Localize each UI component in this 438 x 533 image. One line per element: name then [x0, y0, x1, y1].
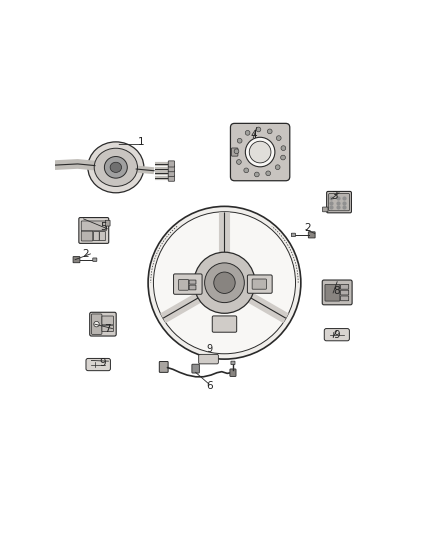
- FancyBboxPatch shape: [81, 231, 93, 241]
- Text: 2: 2: [82, 249, 88, 259]
- FancyBboxPatch shape: [325, 285, 340, 301]
- FancyBboxPatch shape: [322, 207, 328, 212]
- FancyBboxPatch shape: [230, 369, 236, 376]
- FancyBboxPatch shape: [322, 280, 352, 305]
- Circle shape: [267, 129, 272, 134]
- FancyBboxPatch shape: [341, 290, 349, 295]
- FancyBboxPatch shape: [168, 175, 175, 181]
- Circle shape: [249, 141, 271, 163]
- FancyBboxPatch shape: [328, 193, 350, 211]
- FancyBboxPatch shape: [168, 161, 175, 167]
- Circle shape: [194, 252, 255, 313]
- FancyBboxPatch shape: [73, 256, 80, 263]
- Text: 6: 6: [206, 381, 212, 391]
- Text: 7: 7: [104, 324, 111, 334]
- Circle shape: [237, 159, 241, 164]
- FancyBboxPatch shape: [93, 258, 97, 261]
- Circle shape: [153, 212, 296, 354]
- Circle shape: [234, 149, 239, 154]
- FancyBboxPatch shape: [79, 217, 109, 244]
- Circle shape: [237, 139, 242, 143]
- Text: 5: 5: [101, 222, 107, 232]
- FancyBboxPatch shape: [199, 354, 219, 364]
- FancyBboxPatch shape: [230, 123, 290, 181]
- Ellipse shape: [35, 160, 49, 171]
- FancyBboxPatch shape: [341, 285, 349, 289]
- Circle shape: [245, 138, 275, 167]
- Circle shape: [94, 321, 99, 327]
- Text: 9: 9: [99, 358, 106, 368]
- FancyBboxPatch shape: [212, 316, 237, 332]
- Text: 8: 8: [333, 286, 340, 296]
- Circle shape: [281, 155, 286, 160]
- FancyBboxPatch shape: [192, 364, 199, 373]
- FancyBboxPatch shape: [327, 191, 351, 213]
- Circle shape: [281, 146, 286, 150]
- FancyBboxPatch shape: [102, 316, 113, 325]
- Circle shape: [266, 171, 271, 176]
- Circle shape: [245, 131, 250, 135]
- Circle shape: [254, 172, 259, 177]
- Circle shape: [214, 272, 235, 294]
- Circle shape: [256, 127, 261, 132]
- Circle shape: [205, 263, 244, 303]
- Text: 1: 1: [138, 137, 145, 147]
- FancyBboxPatch shape: [231, 148, 238, 156]
- FancyBboxPatch shape: [90, 312, 116, 336]
- FancyBboxPatch shape: [252, 279, 266, 289]
- FancyBboxPatch shape: [324, 328, 350, 341]
- Ellipse shape: [88, 142, 144, 193]
- FancyBboxPatch shape: [159, 361, 168, 373]
- FancyBboxPatch shape: [308, 232, 315, 238]
- FancyBboxPatch shape: [168, 171, 175, 176]
- Text: 3: 3: [332, 191, 338, 201]
- Text: 9: 9: [333, 330, 340, 341]
- FancyBboxPatch shape: [341, 296, 349, 301]
- FancyBboxPatch shape: [81, 221, 106, 231]
- FancyBboxPatch shape: [231, 361, 235, 365]
- FancyBboxPatch shape: [93, 231, 99, 241]
- FancyBboxPatch shape: [189, 285, 196, 290]
- Circle shape: [148, 206, 301, 359]
- FancyBboxPatch shape: [291, 233, 295, 237]
- FancyBboxPatch shape: [168, 166, 175, 172]
- FancyBboxPatch shape: [189, 280, 196, 284]
- FancyBboxPatch shape: [173, 274, 202, 294]
- Text: 4: 4: [250, 130, 257, 140]
- Circle shape: [276, 165, 280, 169]
- FancyBboxPatch shape: [102, 325, 113, 332]
- Text: 9: 9: [206, 344, 212, 354]
- Ellipse shape: [110, 162, 122, 172]
- Text: 2: 2: [304, 223, 311, 233]
- Ellipse shape: [104, 157, 127, 178]
- FancyBboxPatch shape: [92, 314, 102, 334]
- FancyBboxPatch shape: [247, 275, 272, 293]
- FancyBboxPatch shape: [179, 279, 188, 290]
- FancyBboxPatch shape: [99, 231, 105, 241]
- Circle shape: [276, 136, 281, 141]
- FancyBboxPatch shape: [105, 220, 110, 226]
- FancyBboxPatch shape: [86, 358, 110, 370]
- Ellipse shape: [94, 148, 138, 187]
- Circle shape: [244, 168, 249, 173]
